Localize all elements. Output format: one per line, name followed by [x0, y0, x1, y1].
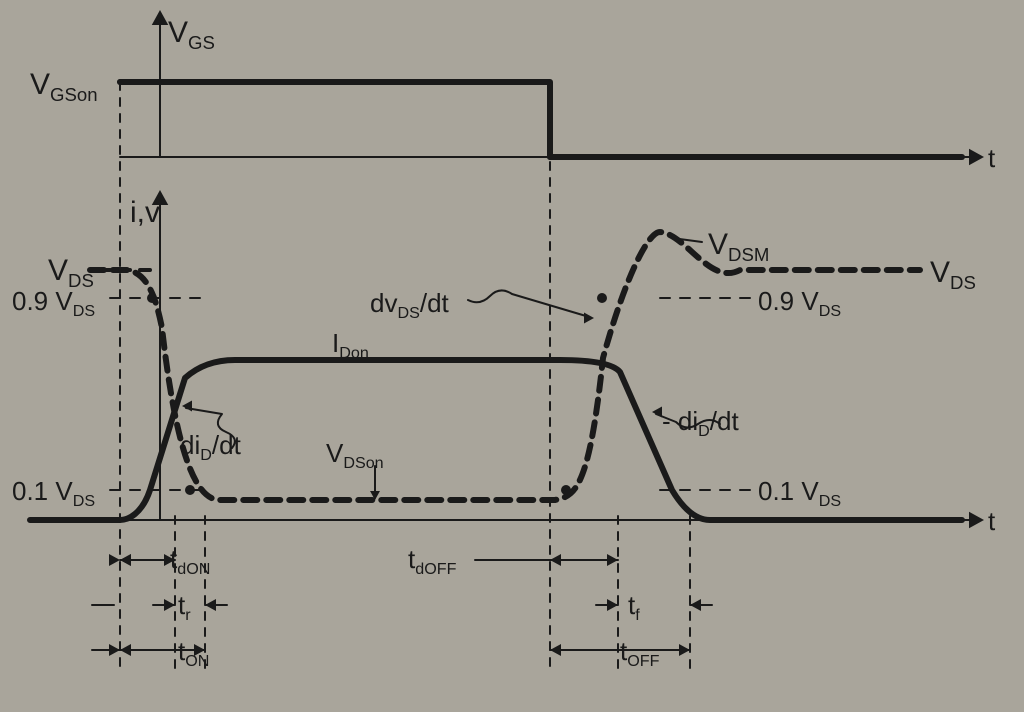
- mosfet-switching-waveform: { "canvas": { "w": 1024, "h": 712, "bg":…: [0, 0, 1024, 712]
- label-vdson: VDSon: [326, 440, 384, 466]
- label-tr: tr: [178, 592, 191, 618]
- axis-label-t-bot: t: [988, 508, 995, 534]
- label-vds-left: VDS: [48, 256, 94, 286]
- label-toff: tOFF: [620, 638, 659, 664]
- label-tf: tf: [628, 592, 640, 618]
- label-dvdsdt: dvDS/dt: [370, 290, 449, 316]
- axis-label-t-top: t: [988, 145, 995, 171]
- label-0p9vds-l: 0.9 VDS: [12, 288, 95, 314]
- label-0p1vds-l: 0.1 VDS: [12, 478, 95, 504]
- label-0p9vds-r: 0.9 VDS: [758, 288, 841, 314]
- label-0p1vds-r: 0.1 VDS: [758, 478, 841, 504]
- label-vgson: VGSon: [30, 70, 98, 100]
- label-diddt-on: diD/dt: [180, 432, 241, 458]
- label-idon: IDon: [332, 330, 369, 356]
- label-vds-right: VDS: [930, 258, 976, 288]
- axis-label-iv: i,v: [130, 198, 160, 228]
- label-tdon: tdON: [170, 546, 210, 572]
- label-tdoff: tdOFF: [408, 546, 456, 572]
- label-ton: tON: [178, 638, 209, 664]
- label-vdsm: VDSM: [708, 230, 769, 260]
- label-diddt-off: - diD/dt: [662, 408, 739, 434]
- axis-label-vgs: VGS: [168, 18, 215, 48]
